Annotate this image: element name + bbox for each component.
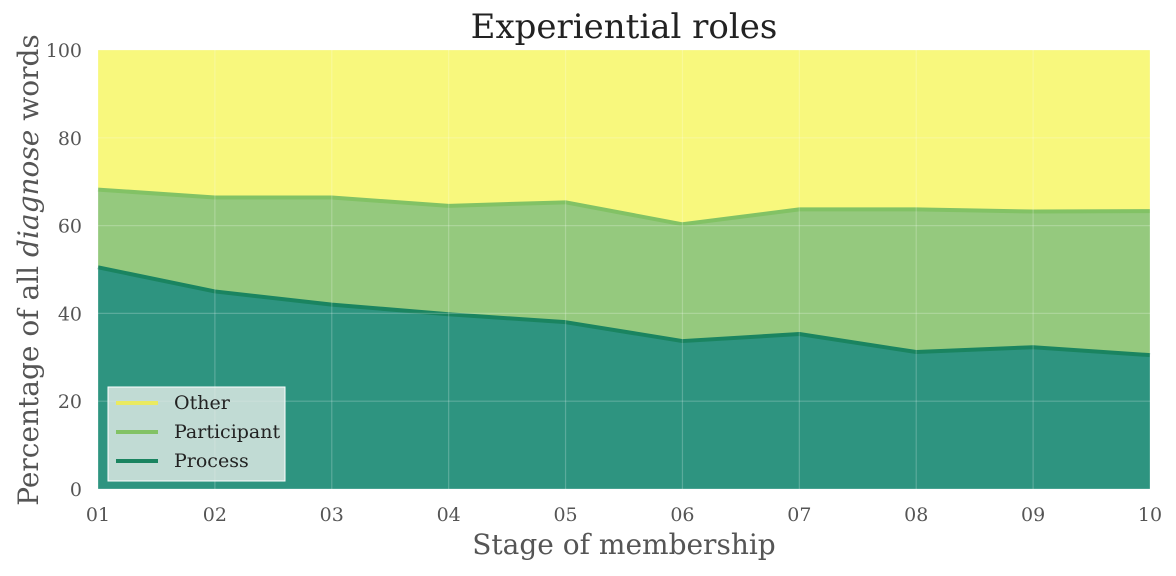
y-axis-label-part: words xyxy=(12,34,45,129)
area-process xyxy=(98,267,1150,489)
y-tick-label: 60 xyxy=(58,216,82,238)
x-tick-label: 03 xyxy=(320,504,344,526)
y-tick-label: 80 xyxy=(58,128,82,150)
legend-label-process: Process xyxy=(174,450,249,472)
x-tick-label: 04 xyxy=(437,504,461,526)
x-tick-label: 01 xyxy=(86,504,110,526)
x-tick-label: 10 xyxy=(1138,504,1162,526)
legend: Other Participant Process xyxy=(107,386,286,482)
y-tick-label: 0 xyxy=(70,479,82,501)
y-axis-label-emphasis: diagnose xyxy=(12,130,45,257)
grid-lines xyxy=(97,49,1151,490)
series-line-process xyxy=(97,265,1151,358)
series-line-participant xyxy=(97,187,1151,227)
chart-title: Experiential roles xyxy=(471,7,778,47)
y-tick-label: 100 xyxy=(46,40,82,62)
x-tick-label: 05 xyxy=(553,504,577,526)
x-tick-label: 07 xyxy=(787,504,811,526)
x-tick-label: 09 xyxy=(1021,504,1045,526)
x-axis-ticks: 01 02 03 04 05 06 07 08 09 10 xyxy=(86,504,1162,526)
legend-label-other: Other xyxy=(174,392,231,414)
x-tick-label: 02 xyxy=(203,504,227,526)
y-axis-label: Percentage of all diagnose words xyxy=(12,34,45,506)
area-other xyxy=(98,50,1150,225)
plot-area xyxy=(97,50,1151,489)
x-axis-label: Stage of membership xyxy=(472,528,775,561)
x-tick-label: 08 xyxy=(904,504,928,526)
y-axis-label-part: Percentage of all xyxy=(12,257,45,506)
y-tick-label: 20 xyxy=(58,391,82,413)
y-tick-label: 40 xyxy=(58,303,82,325)
legend-label-participant: Participant xyxy=(174,421,280,443)
x-tick-label: 06 xyxy=(670,504,694,526)
area-participant xyxy=(98,189,1150,356)
y-axis-ticks: 0 20 40 60 80 100 xyxy=(46,40,82,501)
